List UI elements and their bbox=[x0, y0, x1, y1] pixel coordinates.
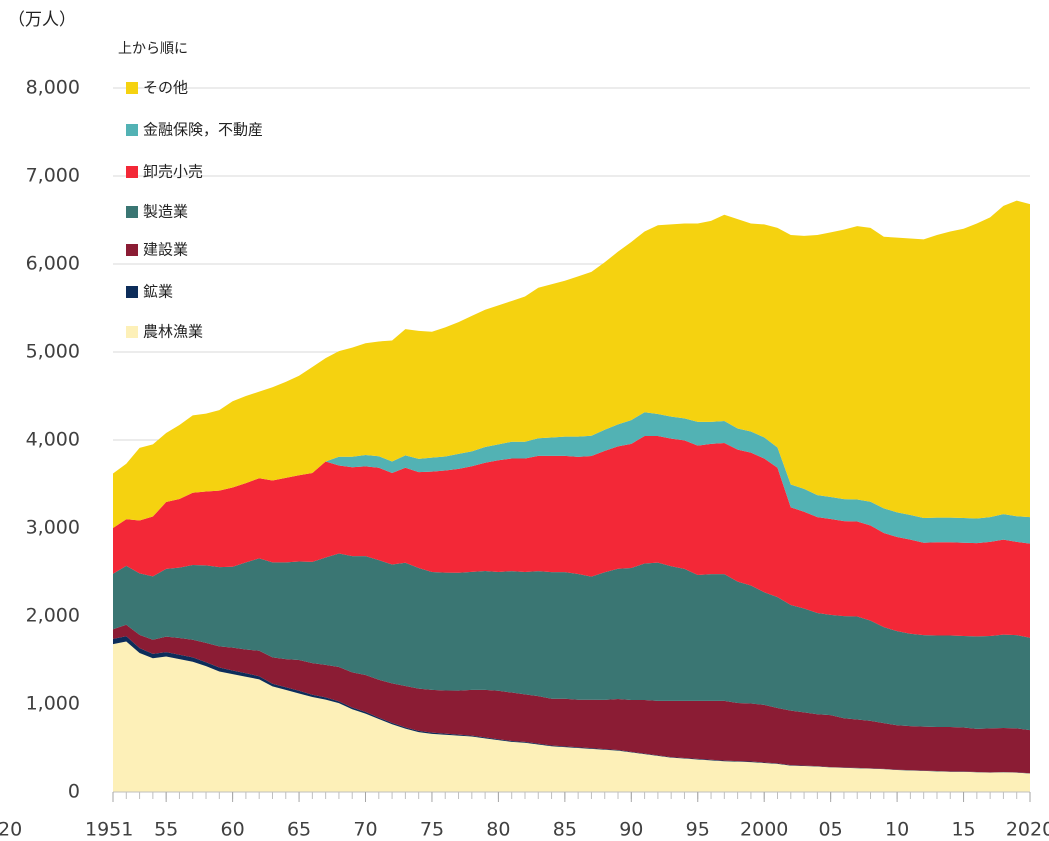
legend-label: 農林漁業 bbox=[143, 323, 203, 341]
x-tick-label: 65 bbox=[287, 819, 311, 841]
x-tick-label: 90 bbox=[619, 819, 643, 841]
x-tick-label: 10 bbox=[885, 819, 909, 841]
x-tick-label: 2000 bbox=[740, 819, 788, 841]
y-tick-label: 1,000 bbox=[26, 693, 80, 715]
legend-swatch bbox=[126, 124, 138, 136]
legend-label: 建設業 bbox=[143, 241, 188, 259]
y-tick-label: 4,000 bbox=[26, 429, 80, 451]
area bbox=[113, 624, 1030, 774]
x-tick-label: 55 bbox=[154, 819, 178, 841]
y-tick-label: 8,000 bbox=[26, 77, 80, 99]
area bbox=[113, 412, 1030, 544]
x-tick-label: 75 bbox=[420, 819, 444, 841]
x-tick-label: 05 bbox=[819, 819, 843, 841]
y-tick-label: 5,000 bbox=[26, 341, 80, 363]
legend-label: その他 bbox=[143, 79, 188, 97]
y-unit: （万人） bbox=[8, 10, 76, 30]
x-tick-label: 15 bbox=[951, 819, 975, 841]
x-tick-label: 60 bbox=[221, 819, 245, 841]
x-tick-label: 2020 bbox=[1006, 819, 1049, 841]
y-tick-label: 3,000 bbox=[26, 517, 80, 539]
annotation: 20 bbox=[0, 819, 22, 841]
legend-swatch bbox=[126, 244, 138, 256]
y-tick-label: 0 bbox=[68, 781, 80, 803]
legend-label: 製造業 bbox=[143, 203, 188, 221]
x-tick-label: 95 bbox=[686, 819, 710, 841]
legend-label: 鉱業 bbox=[143, 283, 173, 301]
x-tick-label: 85 bbox=[553, 819, 577, 841]
legend-label: 卸売小売 bbox=[143, 163, 203, 181]
x-tick-label: 80 bbox=[486, 819, 510, 841]
legend-swatch bbox=[126, 326, 138, 338]
legend-title: 上から順に bbox=[118, 41, 188, 57]
area bbox=[113, 553, 1030, 731]
y-tick-label: 7,000 bbox=[26, 165, 80, 187]
area bbox=[113, 641, 1030, 792]
y-tick-label: 6,000 bbox=[26, 253, 80, 275]
y-tick-label: 2,000 bbox=[26, 605, 80, 627]
legend-swatch bbox=[126, 206, 138, 218]
area bbox=[113, 200, 1030, 528]
legend-swatch bbox=[126, 82, 138, 94]
legend-swatch bbox=[126, 286, 138, 298]
x-tick-label: 70 bbox=[353, 819, 377, 841]
x-tick-label: 1951 bbox=[85, 819, 133, 841]
area bbox=[113, 435, 1030, 638]
legend-swatch bbox=[126, 166, 138, 178]
legend-label: 金融保険，不動産 bbox=[143, 121, 263, 139]
